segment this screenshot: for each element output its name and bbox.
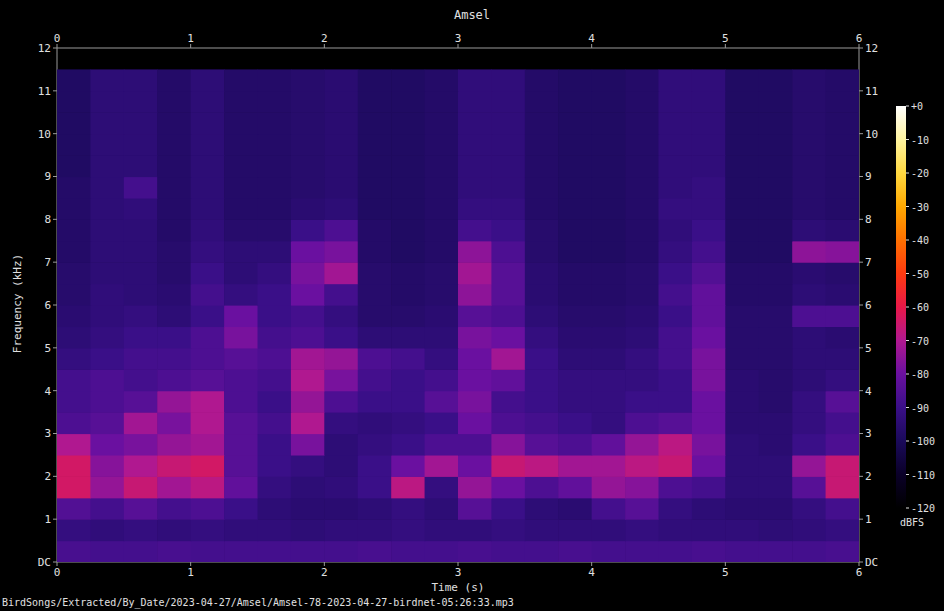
svg-text:+0: +0 (911, 101, 923, 112)
svg-text:9: 9 (865, 170, 872, 183)
svg-text:3: 3 (455, 32, 462, 45)
svg-text:8: 8 (44, 213, 51, 226)
svg-text:7: 7 (865, 256, 872, 269)
svg-text:-120: -120 (911, 503, 935, 514)
svg-text:9: 9 (44, 170, 51, 183)
html-text:BirdSongs/Extracted/By_Date/20: BirdSongs/Extracted/By_Date/2023-04-27/A… (2, 597, 514, 608)
svg-text:7: 7 (44, 256, 51, 269)
svg-text:5: 5 (44, 342, 51, 355)
svg-text:10: 10 (865, 128, 878, 141)
svg-text:11: 11 (865, 85, 878, 98)
svg-text:DC: DC (38, 556, 51, 569)
svg-text:2: 2 (321, 32, 328, 45)
svg-text:-110: -110 (911, 470, 935, 481)
html-text:Amsel: Amsel (453, 8, 491, 22)
html-text:Frequency (kHz): Frequency (kHz) (10, 253, 24, 354)
svg-text:10: 10 (38, 128, 51, 141)
svg-text:-20: -20 (911, 168, 929, 179)
svg-text:3: 3 (455, 566, 462, 579)
svg-text:4: 4 (588, 566, 595, 579)
svg-text:-60: -60 (911, 302, 929, 313)
svg-text:4: 4 (44, 385, 51, 398)
svg-text:6: 6 (856, 566, 863, 579)
svg-text:6: 6 (44, 299, 51, 312)
svg-text:-70: -70 (911, 336, 929, 347)
svg-text:-50: -50 (911, 269, 929, 280)
svg-text:2: 2 (865, 470, 872, 483)
svg-text:-10: -10 (911, 135, 929, 146)
svg-text:12: 12 (865, 42, 878, 55)
svg-text:6: 6 (856, 32, 863, 45)
svg-text:DC: DC (865, 556, 878, 569)
svg-text:0: 0 (54, 32, 61, 45)
svg-text:2: 2 (321, 566, 328, 579)
svg-text:-30: -30 (911, 202, 929, 213)
svg-text:11: 11 (38, 85, 51, 98)
svg-text:12: 12 (38, 42, 51, 55)
svg-text:1: 1 (187, 32, 194, 45)
svg-text:-40: -40 (911, 235, 929, 246)
svg-text:1: 1 (44, 513, 51, 526)
html-text:Time (s): Time (s) (431, 581, 485, 594)
svg-text:1: 1 (865, 513, 872, 526)
svg-text:5: 5 (722, 566, 729, 579)
svg-text:-80: -80 (911, 369, 929, 380)
svg-text:2: 2 (44, 470, 51, 483)
svg-text:0: 0 (54, 566, 61, 579)
svg-text:6: 6 (865, 299, 872, 312)
svg-text:dBFS: dBFS (900, 517, 924, 528)
svg-text:-100: -100 (911, 436, 935, 447)
svg-text:3: 3 (865, 427, 872, 440)
svg-text:-90: -90 (911, 403, 929, 414)
svg-text:8: 8 (865, 213, 872, 226)
svg-text:5: 5 (865, 342, 872, 355)
svg-text:4: 4 (865, 385, 872, 398)
svg-text:3: 3 (44, 427, 51, 440)
svg-text:5: 5 (722, 32, 729, 45)
svg-text:1: 1 (187, 566, 194, 579)
svg-text:4: 4 (588, 32, 595, 45)
